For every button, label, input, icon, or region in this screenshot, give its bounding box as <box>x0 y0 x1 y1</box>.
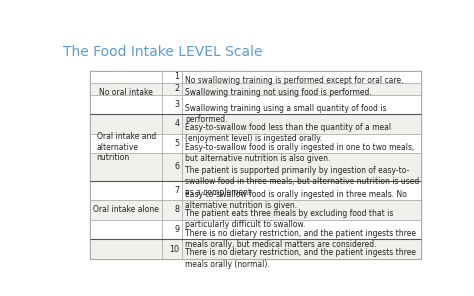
Bar <box>91 71 421 259</box>
Bar <box>91 181 162 200</box>
Text: 6: 6 <box>174 163 179 171</box>
Bar <box>91 71 162 83</box>
Bar <box>162 153 182 181</box>
Text: Easy-to-swallow food less than the quantity of a meal
(enjoyment level) is inges: Easy-to-swallow food less than the quant… <box>185 123 392 143</box>
Bar <box>162 200 182 220</box>
Text: Oral intake alone: Oral intake alone <box>93 205 159 214</box>
Bar <box>162 95 182 114</box>
Text: 7: 7 <box>174 186 179 195</box>
Text: The patient eats three meals by excluding food that is
particularly difficult to: The patient eats three meals by excludin… <box>185 209 393 229</box>
Text: 5: 5 <box>174 139 179 148</box>
Bar <box>182 114 421 134</box>
Text: No swallowing training is performed except for oral care.: No swallowing training is performed exce… <box>185 76 404 85</box>
Text: 8: 8 <box>174 205 179 214</box>
Bar <box>182 239 421 259</box>
Bar <box>162 83 182 95</box>
Bar <box>182 134 421 153</box>
Bar <box>91 95 162 114</box>
Text: Easy-to-swallow food is orally ingested in one to two meals,
but alternative nut: Easy-to-swallow food is orally ingested … <box>185 143 415 163</box>
Text: 1: 1 <box>174 72 179 81</box>
Bar <box>91 153 162 181</box>
Bar <box>91 220 162 239</box>
Bar <box>182 220 421 239</box>
Bar <box>91 134 162 153</box>
Bar <box>182 153 421 181</box>
Bar <box>182 181 421 200</box>
Bar <box>182 71 421 83</box>
Bar <box>91 239 162 259</box>
Bar <box>162 181 182 200</box>
Text: There is no dietary restriction, and the patient ingests three
meals orally (nor: There is no dietary restriction, and the… <box>185 248 416 268</box>
Text: Swallowing training using a small quantity of food is
performed.: Swallowing training using a small quanti… <box>185 104 387 124</box>
Text: 10: 10 <box>169 244 179 254</box>
Text: Swallowing training not using food is performed.: Swallowing training not using food is pe… <box>185 88 372 97</box>
Text: The patient is supported primarily by ingestion of easy-to-
swallow food in thre: The patient is supported primarily by in… <box>185 166 419 197</box>
Text: There is no dietary restriction, and the patient ingests three
meals orally, but: There is no dietary restriction, and the… <box>185 229 416 249</box>
Bar <box>91 83 162 95</box>
Bar <box>162 134 182 153</box>
Bar <box>91 114 162 134</box>
Text: The Food Intake LEVEL Scale: The Food Intake LEVEL Scale <box>63 45 263 59</box>
Bar <box>162 114 182 134</box>
Bar <box>182 200 421 220</box>
Bar <box>91 200 162 220</box>
Text: Easy-to-swallow food is orally ingested in three meals. No
alternative nutrition: Easy-to-swallow food is orally ingested … <box>185 190 407 210</box>
Text: Oral intake and
alternative
nutrition: Oral intake and alternative nutrition <box>97 133 156 162</box>
Text: 2: 2 <box>174 84 179 93</box>
Bar <box>182 95 421 114</box>
Bar <box>162 239 182 259</box>
Text: 9: 9 <box>174 225 179 234</box>
Text: No oral intake: No oral intake <box>100 88 153 97</box>
Bar <box>182 83 421 95</box>
Text: 3: 3 <box>174 100 179 109</box>
Bar <box>162 71 182 83</box>
Text: 4: 4 <box>174 120 179 128</box>
Bar <box>162 220 182 239</box>
